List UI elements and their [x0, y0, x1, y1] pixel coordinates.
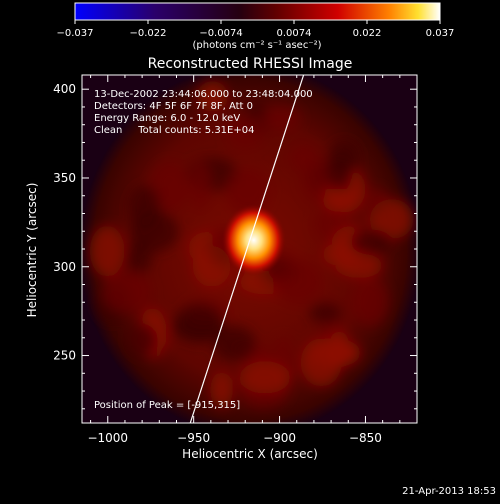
emission-blob	[262, 105, 301, 131]
colorbar-tick-label: −0.0074	[199, 28, 242, 39]
peak-position-label: Position of Peak = [-915,315]	[94, 400, 240, 411]
colorbar-ticks: −0.037 −0.022 −0.0074 0.0074 0.022 0.037	[56, 20, 454, 39]
colorbar-tick-label: −0.022	[129, 28, 166, 39]
observation-info: 13-Dec-2002 23:44:06.000 to 23:48:04.000…	[94, 89, 313, 411]
colorbar-tick-label: 0.037	[426, 28, 455, 39]
emission-blob	[365, 188, 389, 216]
emission-blob	[89, 225, 125, 277]
annotation-detectors: Detectors: 4F 5F 6F 7F 8F, Att 0	[94, 101, 253, 112]
emission-blob	[174, 303, 224, 344]
annotation-clean-counts: Clean Total counts: 5.31E+04	[94, 125, 254, 136]
emission-blob	[239, 361, 291, 394]
emission-blob	[127, 184, 161, 231]
emission-blob	[309, 302, 342, 324]
emission-blob	[322, 189, 357, 212]
plot-area: −1000 −950 −900 −850 250 300 350 400	[53, 74, 418, 445]
x-tick-label: −1000	[87, 431, 128, 445]
colorbar-tick-label: 0.0074	[277, 28, 312, 39]
emission-blob	[351, 277, 389, 327]
emission-blob	[326, 156, 352, 193]
colorbar-tick-label: −0.037	[56, 28, 93, 39]
x-tick-label: −850	[349, 431, 382, 445]
axis-ticks: −1000 −950 −900 −850 250 300 350 400	[53, 75, 418, 445]
chart-title: Reconstructed RHESSI Image	[148, 56, 353, 72]
emission-blob	[210, 371, 233, 408]
emission-blob	[102, 270, 152, 314]
annotation-energy-range: Energy Range: 6.0 - 12.0 keV	[94, 113, 240, 124]
heatmap-image	[82, 75, 417, 423]
colorbar-tick-label: 0.022	[353, 28, 382, 39]
emission-blob	[188, 161, 212, 210]
emission-blob	[197, 81, 228, 112]
colorbar-unit-label: (photons cm⁻² s⁻¹ asec⁻²)	[192, 40, 321, 51]
y-tick-label: 400	[53, 82, 76, 96]
emission-blob	[225, 167, 270, 215]
emission-blob	[350, 229, 393, 255]
y-axis-label: Heliocentric Y (arcsec)	[25, 183, 39, 318]
x-tick-label: −900	[263, 431, 296, 445]
emission-blob	[309, 338, 361, 368]
x-axis-label: Heliocentric X (arcsec)	[182, 447, 318, 461]
solar-limb-line	[189, 75, 305, 423]
y-tick-label: 350	[53, 171, 76, 185]
timestamp: 21-Apr-2013 18:53	[402, 486, 496, 497]
y-tick-label: 300	[53, 260, 76, 274]
emission-blob	[151, 162, 189, 212]
colorbar-gradient	[74, 2, 441, 21]
emission-blob	[126, 323, 158, 357]
emission-blob	[225, 116, 266, 149]
colorbar: −0.037 −0.022 −0.0074 0.0074 0.022 0.037 (pho…	[56, 2, 454, 51]
emission-blob	[273, 259, 323, 304]
annotation-time-range: 13-Dec-2002 23:44:06.000 to 23:48:04.000	[94, 89, 313, 100]
emission-blob	[212, 325, 256, 362]
x-tick-label: −950	[177, 431, 210, 445]
emission-blob	[335, 253, 383, 278]
peak-source	[221, 204, 286, 277]
y-tick-label: 250	[53, 349, 76, 363]
